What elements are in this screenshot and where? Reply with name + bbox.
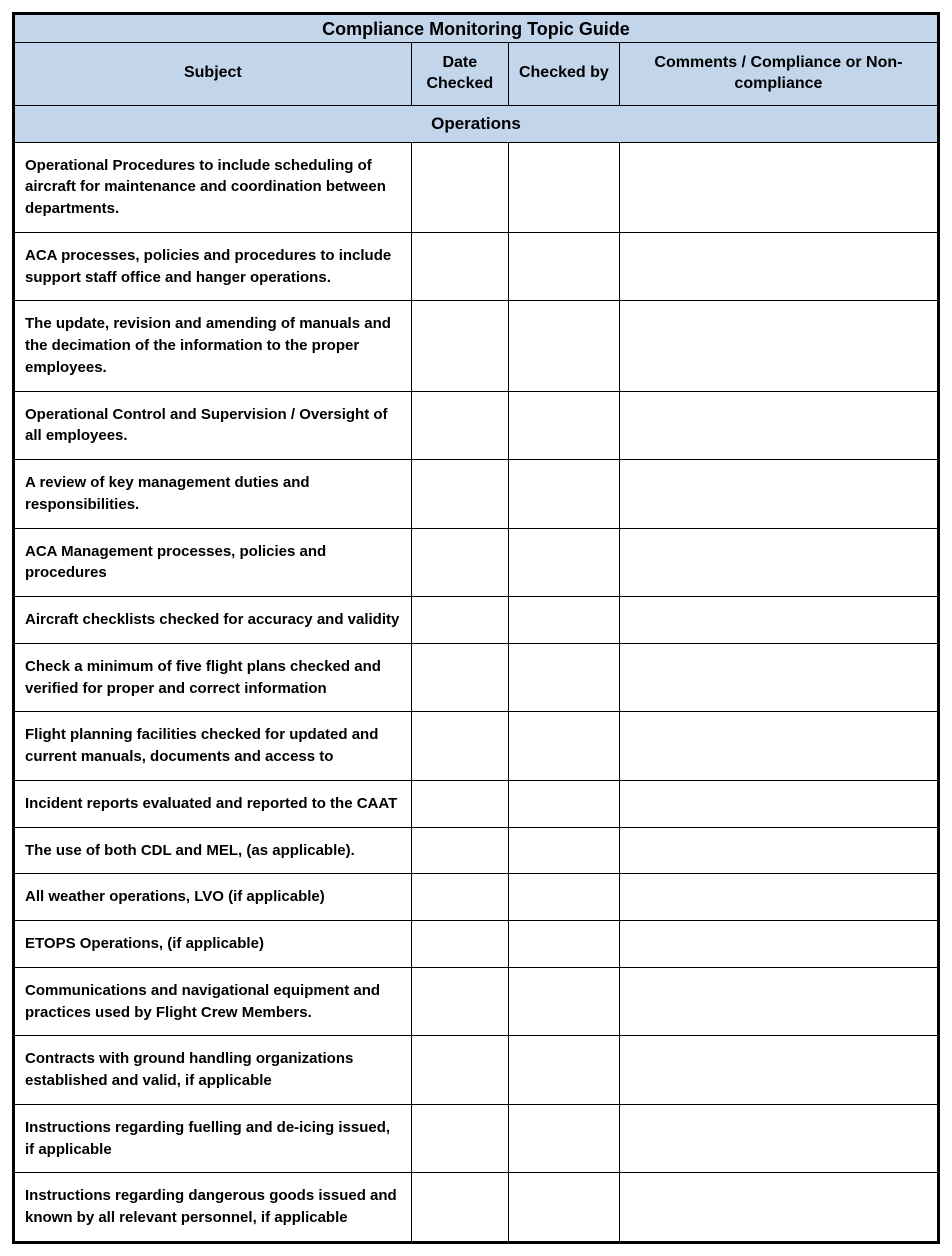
cell-comments[interactable] xyxy=(619,780,938,827)
cell-subject: The update, revision and amending of man… xyxy=(14,301,412,391)
cell-comments[interactable] xyxy=(619,1104,938,1173)
table-row: Contracts with ground handling organizat… xyxy=(14,1036,939,1105)
cell-checked-by[interactable] xyxy=(508,460,619,529)
table-row: ACA processes, policies and procedures t… xyxy=(14,232,939,301)
cell-subject: ACA Management processes, policies and p… xyxy=(14,528,412,597)
cell-checked-by[interactable] xyxy=(508,643,619,712)
cell-subject: Check a minimum of five flight plans che… xyxy=(14,643,412,712)
cell-comments[interactable] xyxy=(619,827,938,874)
cell-comments[interactable] xyxy=(619,597,938,644)
cell-date-checked[interactable] xyxy=(411,301,508,391)
cell-comments[interactable] xyxy=(619,874,938,921)
cell-comments[interactable] xyxy=(619,460,938,529)
cell-checked-by[interactable] xyxy=(508,967,619,1036)
cell-subject: ETOPS Operations, (if applicable) xyxy=(14,921,412,968)
cell-checked-by[interactable] xyxy=(508,827,619,874)
table-row: The use of both CDL and MEL, (as applica… xyxy=(14,827,939,874)
table-row: Instructions regarding dangerous goods i… xyxy=(14,1173,939,1243)
cell-date-checked[interactable] xyxy=(411,1173,508,1243)
cell-checked-by[interactable] xyxy=(508,597,619,644)
cell-date-checked[interactable] xyxy=(411,780,508,827)
cell-subject: The use of both CDL and MEL, (as applica… xyxy=(14,827,412,874)
cell-comments[interactable] xyxy=(619,712,938,781)
cell-subject: Flight planning facilities checked for u… xyxy=(14,712,412,781)
cell-comments[interactable] xyxy=(619,142,938,232)
cell-comments[interactable] xyxy=(619,232,938,301)
table-row: ACA Management processes, policies and p… xyxy=(14,528,939,597)
cell-checked-by[interactable] xyxy=(508,921,619,968)
cell-comments[interactable] xyxy=(619,1036,938,1105)
table-row: Communications and navigational equipmen… xyxy=(14,967,939,1036)
table-row: Instructions regarding fuelling and de-i… xyxy=(14,1104,939,1173)
cell-comments[interactable] xyxy=(619,391,938,460)
page: Compliance Monitoring Topic Guide Subjec… xyxy=(0,0,952,1256)
section-heading-row: Operations xyxy=(14,105,939,142)
cell-subject: Instructions regarding dangerous goods i… xyxy=(14,1173,412,1243)
cell-date-checked[interactable] xyxy=(411,712,508,781)
col-subject: Subject xyxy=(14,43,412,106)
cell-date-checked[interactable] xyxy=(411,1104,508,1173)
cell-comments[interactable] xyxy=(619,967,938,1036)
cell-checked-by[interactable] xyxy=(508,528,619,597)
cell-date-checked[interactable] xyxy=(411,967,508,1036)
table-body: OperationsOperational Procedures to incl… xyxy=(14,105,939,1242)
cell-date-checked[interactable] xyxy=(411,874,508,921)
table-row: ETOPS Operations, (if applicable) xyxy=(14,921,939,968)
section-heading: Operations xyxy=(14,105,939,142)
cell-date-checked[interactable] xyxy=(411,391,508,460)
cell-checked-by[interactable] xyxy=(508,1173,619,1243)
cell-date-checked[interactable] xyxy=(411,528,508,597)
cell-date-checked[interactable] xyxy=(411,142,508,232)
cell-subject: Operational Control and Supervision / Ov… xyxy=(14,391,412,460)
table-row: Incident reports evaluated and reported … xyxy=(14,780,939,827)
cell-subject: Operational Procedures to include schedu… xyxy=(14,142,412,232)
cell-date-checked[interactable] xyxy=(411,643,508,712)
cell-comments[interactable] xyxy=(619,528,938,597)
table-row: Check a minimum of five flight plans che… xyxy=(14,643,939,712)
cell-comments[interactable] xyxy=(619,301,938,391)
cell-subject: All weather operations, LVO (if applicab… xyxy=(14,874,412,921)
table-row: All weather operations, LVO (if applicab… xyxy=(14,874,939,921)
col-comments: Comments / Compliance or Non-compliance xyxy=(619,43,938,106)
col-date-checked: Date Checked xyxy=(411,43,508,106)
cell-subject: Communications and navigational equipmen… xyxy=(14,967,412,1036)
table-head: Compliance Monitoring Topic Guide Subjec… xyxy=(14,14,939,106)
table-row: Aircraft checklists checked for accuracy… xyxy=(14,597,939,644)
cell-date-checked[interactable] xyxy=(411,597,508,644)
table-row: Flight planning facilities checked for u… xyxy=(14,712,939,781)
table-row: The update, revision and amending of man… xyxy=(14,301,939,391)
cell-date-checked[interactable] xyxy=(411,1036,508,1105)
cell-date-checked[interactable] xyxy=(411,827,508,874)
header-row: Subject Date Checked Checked by Comments… xyxy=(14,43,939,106)
table-row: Operational Procedures to include schedu… xyxy=(14,142,939,232)
cell-subject: Contracts with ground handling organizat… xyxy=(14,1036,412,1105)
compliance-table: Compliance Monitoring Topic Guide Subjec… xyxy=(12,12,940,1244)
cell-checked-by[interactable] xyxy=(508,142,619,232)
cell-checked-by[interactable] xyxy=(508,232,619,301)
col-checked-by: Checked by xyxy=(508,43,619,106)
table-title: Compliance Monitoring Topic Guide xyxy=(14,14,939,43)
cell-date-checked[interactable] xyxy=(411,921,508,968)
cell-subject: Incident reports evaluated and reported … xyxy=(14,780,412,827)
cell-checked-by[interactable] xyxy=(508,391,619,460)
cell-subject: ACA processes, policies and procedures t… xyxy=(14,232,412,301)
cell-checked-by[interactable] xyxy=(508,1104,619,1173)
cell-comments[interactable] xyxy=(619,1173,938,1243)
cell-date-checked[interactable] xyxy=(411,232,508,301)
cell-checked-by[interactable] xyxy=(508,712,619,781)
cell-checked-by[interactable] xyxy=(508,1036,619,1105)
cell-comments[interactable] xyxy=(619,921,938,968)
cell-subject: A review of key management duties and re… xyxy=(14,460,412,529)
cell-checked-by[interactable] xyxy=(508,780,619,827)
cell-checked-by[interactable] xyxy=(508,874,619,921)
title-row: Compliance Monitoring Topic Guide xyxy=(14,14,939,43)
cell-comments[interactable] xyxy=(619,643,938,712)
table-row: Operational Control and Supervision / Ov… xyxy=(14,391,939,460)
cell-subject: Aircraft checklists checked for accuracy… xyxy=(14,597,412,644)
cell-date-checked[interactable] xyxy=(411,460,508,529)
table-row: A review of key management duties and re… xyxy=(14,460,939,529)
cell-subject: Instructions regarding fuelling and de-i… xyxy=(14,1104,412,1173)
cell-checked-by[interactable] xyxy=(508,301,619,391)
